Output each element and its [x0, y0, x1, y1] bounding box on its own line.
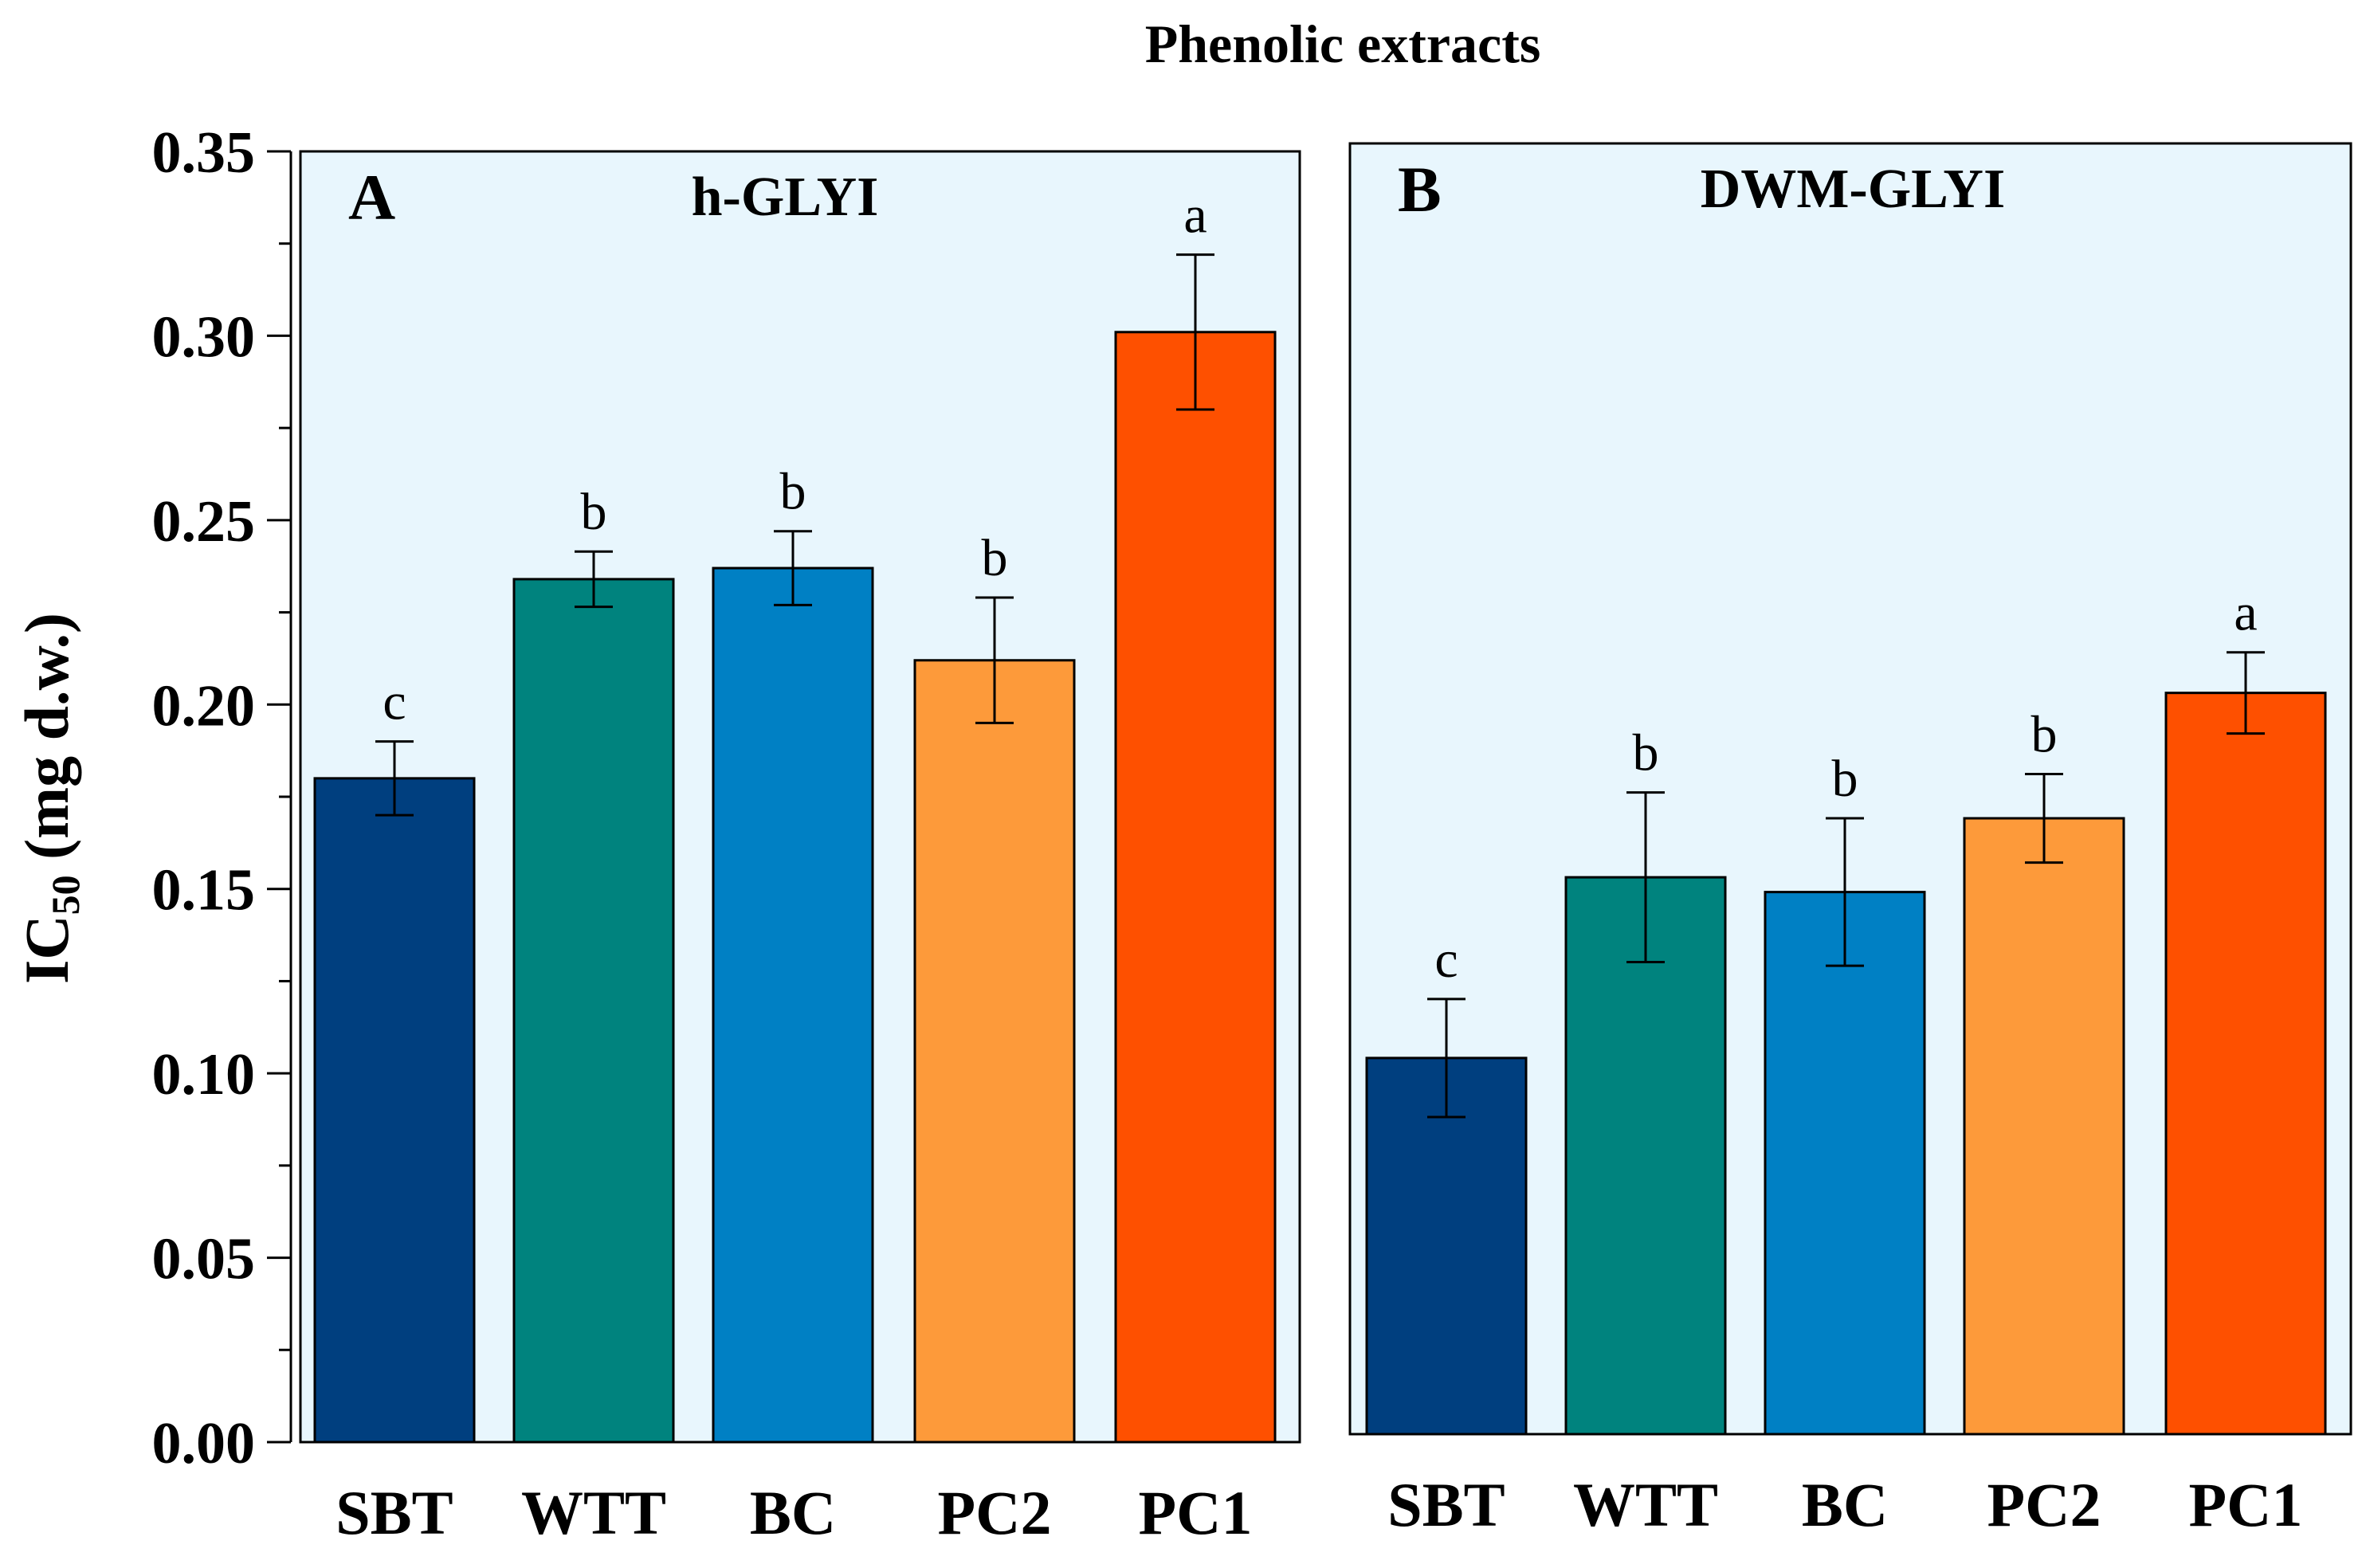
x-tick-label: PC1 [1139, 1478, 1253, 1547]
y-tick-label: 0.30 [152, 304, 256, 370]
significance-letter: b [1633, 724, 1659, 782]
bar-wtt [512, 578, 675, 1444]
y-axis-label: IC50 (mg d.w.) [12, 613, 88, 984]
x-tick-label: SBT [335, 1478, 453, 1547]
significance-letter: b [581, 483, 607, 541]
y-tick-label: 0.20 [152, 673, 256, 739]
panel-title: DWM-GLYI [1701, 159, 2005, 220]
y-tick-label: 0.25 [152, 489, 256, 555]
bar-bc [1764, 891, 1926, 1436]
significance-letter: c [383, 673, 406, 731]
y-tick-label: 0.05 [152, 1227, 256, 1292]
y-axis: 0.00 0.05 0.10 0.15 0.20 0.25 0.30 0.35 [152, 120, 292, 1476]
x-tick-label: PC2 [938, 1478, 1052, 1547]
significance-letter: b [780, 463, 806, 521]
panel-letter: B [1398, 153, 1442, 225]
x-tick-label: PC1 [2189, 1470, 2303, 1539]
x-tick-label: BC [1802, 1470, 1888, 1539]
x-tick-label: SBT [1387, 1470, 1505, 1539]
bar-sbt [313, 777, 476, 1444]
y-tick-label: 0.10 [152, 1042, 256, 1107]
figure-title: Phenolic extracts [1145, 14, 1541, 74]
panel-letter: A [348, 161, 395, 233]
y-tick-label: 0.15 [152, 858, 256, 923]
bar-pc2 [913, 659, 1076, 1444]
significance-letter: a [2234, 584, 2257, 642]
significance-letter: c [1434, 931, 1458, 989]
significance-letter: b [2031, 705, 2058, 763]
panel-title: h-GLYI [692, 167, 879, 228]
y-tick-label: 0.00 [152, 1411, 256, 1476]
panel-b: B DWM-GLYI c SBT b WTT b BC b PC2 a PC1 [1348, 142, 2352, 1539]
bar-pc1 [2164, 692, 2327, 1436]
x-tick-label: PC2 [1987, 1470, 2101, 1539]
y-tick-label: 0.35 [152, 120, 256, 186]
y-axis-label-sub: 50 [43, 875, 88, 915]
significance-letter: a [1183, 186, 1207, 245]
x-tick-label: WTT [1573, 1470, 1718, 1539]
bar-pc1 [1114, 331, 1277, 1444]
bar-sbt [1365, 1056, 1528, 1436]
bar-wtt [1564, 876, 1727, 1436]
significance-letter: b [1832, 750, 1858, 808]
y-axis-label-rest: (mg d.w.) [12, 613, 81, 875]
significance-letter: b [982, 529, 1008, 587]
x-tick-label: BC [750, 1478, 836, 1547]
y-axis-label-main: IC [12, 915, 81, 984]
bar-pc2 [1963, 817, 2125, 1436]
x-tick-label: WTT [521, 1478, 666, 1547]
bar-bc [712, 566, 874, 1444]
